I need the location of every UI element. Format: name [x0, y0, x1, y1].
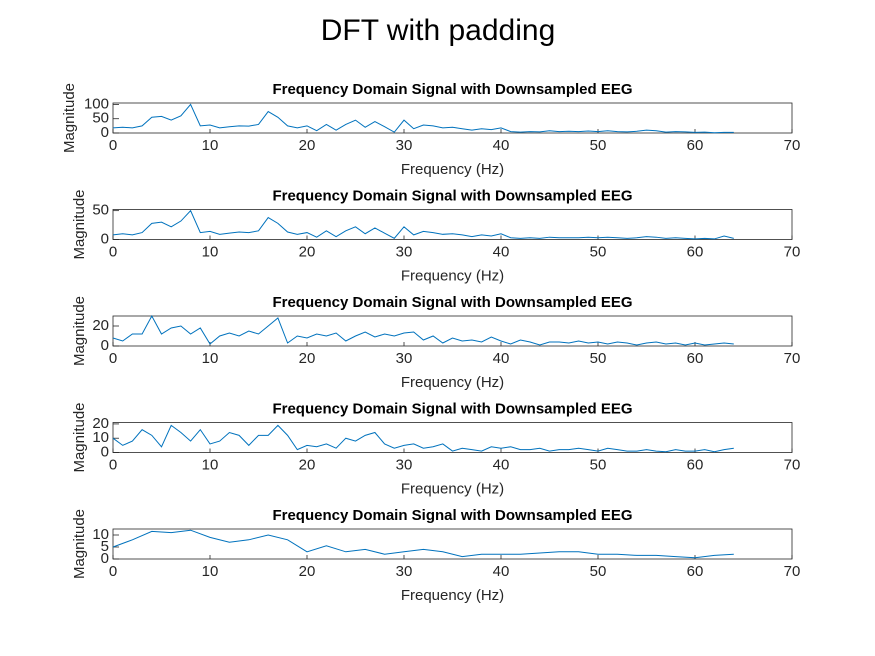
- axes-box: [112, 102, 793, 134]
- x-tick-label: 30: [396, 456, 413, 473]
- y-tick-label: 0: [101, 337, 109, 354]
- x-tick-label: 50: [590, 456, 607, 473]
- data-line: [112, 209, 734, 240]
- subplot-title: Frequency Domain Signal with Downsampled…: [272, 507, 632, 524]
- y-tick-label: 0: [101, 443, 109, 460]
- y-tick-label: 20: [92, 317, 109, 334]
- data-line: [112, 529, 734, 559]
- x-tick-label: 10: [202, 350, 219, 367]
- y-tick-label: 10: [92, 526, 109, 543]
- x-tick-label: 70: [784, 350, 801, 367]
- x-tick-label: 0: [109, 243, 117, 260]
- x-tick-label: 60: [687, 243, 704, 260]
- x-tick-label: 70: [784, 563, 801, 580]
- y-axis-label: Magnitude: [71, 296, 88, 366]
- x-axis-label: Frequency (Hz): [401, 267, 504, 284]
- x-tick-label: 60: [687, 563, 704, 580]
- data-line: [112, 103, 734, 134]
- y-tick-label: 10: [92, 429, 109, 446]
- x-tick-label: 30: [396, 137, 413, 154]
- x-tick-label: 0: [109, 563, 117, 580]
- y-axis-label: Magnitude: [71, 402, 88, 472]
- x-axis-label: Frequency (Hz): [401, 587, 504, 604]
- x-tick-label: 50: [590, 243, 607, 260]
- x-tick-label: 0: [109, 350, 117, 367]
- subplot-title: Frequency Domain Signal with Downsampled…: [272, 187, 632, 204]
- x-tick-label: 10: [202, 243, 219, 260]
- y-axis-label: Magnitude: [71, 189, 88, 259]
- x-tick-label: 30: [396, 350, 413, 367]
- y-tick-label: 20: [92, 415, 109, 432]
- axes-box: [112, 209, 793, 240]
- x-tick-label: 30: [396, 243, 413, 260]
- subplot-title: Frequency Domain Signal with Downsampled…: [272, 400, 632, 417]
- y-tick-label: 0: [101, 124, 109, 141]
- y-tick-label: 100: [84, 95, 109, 112]
- x-tick-label: 40: [493, 456, 510, 473]
- y-axis-label: Magnitude: [71, 509, 88, 579]
- x-tick-label: 0: [109, 137, 117, 154]
- x-tick-label: 60: [687, 137, 704, 154]
- x-tick-label: 50: [590, 137, 607, 154]
- x-tick-label: 30: [396, 563, 413, 580]
- data-line: [112, 314, 734, 346]
- x-tick-label: 60: [687, 456, 704, 473]
- x-axis-label: Frequency (Hz): [401, 374, 504, 391]
- y-tick-label: 5: [101, 538, 109, 555]
- data-line: [112, 424, 734, 453]
- y-tick-label: 50: [92, 110, 109, 127]
- y-tick-label: 0: [101, 230, 109, 247]
- subplot-title: Frequency Domain Signal with Downsampled…: [272, 294, 632, 311]
- x-tick-label: 10: [202, 456, 219, 473]
- y-tick-label: 0: [101, 550, 109, 567]
- x-tick-label: 20: [299, 243, 316, 260]
- x-tick-label: 20: [299, 563, 316, 580]
- x-tick-label: 40: [493, 563, 510, 580]
- x-tick-label: 40: [493, 137, 510, 154]
- x-tick-label: 10: [202, 563, 219, 580]
- figure-title: DFT with padding: [321, 14, 556, 47]
- x-axis-label: Frequency (Hz): [401, 161, 504, 178]
- x-axis-label: Frequency (Hz): [401, 480, 504, 497]
- x-tick-label: 60: [687, 350, 704, 367]
- x-tick-label: 10: [202, 137, 219, 154]
- x-tick-label: 70: [784, 456, 801, 473]
- axes-box: [112, 315, 793, 347]
- x-tick-label: 20: [299, 456, 316, 473]
- x-tick-label: 70: [784, 243, 801, 260]
- x-tick-label: 20: [299, 350, 316, 367]
- x-tick-label: 40: [493, 350, 510, 367]
- x-tick-label: 50: [590, 350, 607, 367]
- x-tick-label: 20: [299, 137, 316, 154]
- x-tick-label: 70: [784, 137, 801, 154]
- x-tick-label: 40: [493, 243, 510, 260]
- y-axis-label: Magnitude: [61, 83, 78, 153]
- subplot-title: Frequency Domain Signal with Downsampled…: [272, 81, 632, 98]
- x-tick-label: 50: [590, 563, 607, 580]
- y-tick-label: 50: [92, 202, 109, 219]
- x-tick-label: 0: [109, 456, 117, 473]
- axes-box: [112, 422, 793, 453]
